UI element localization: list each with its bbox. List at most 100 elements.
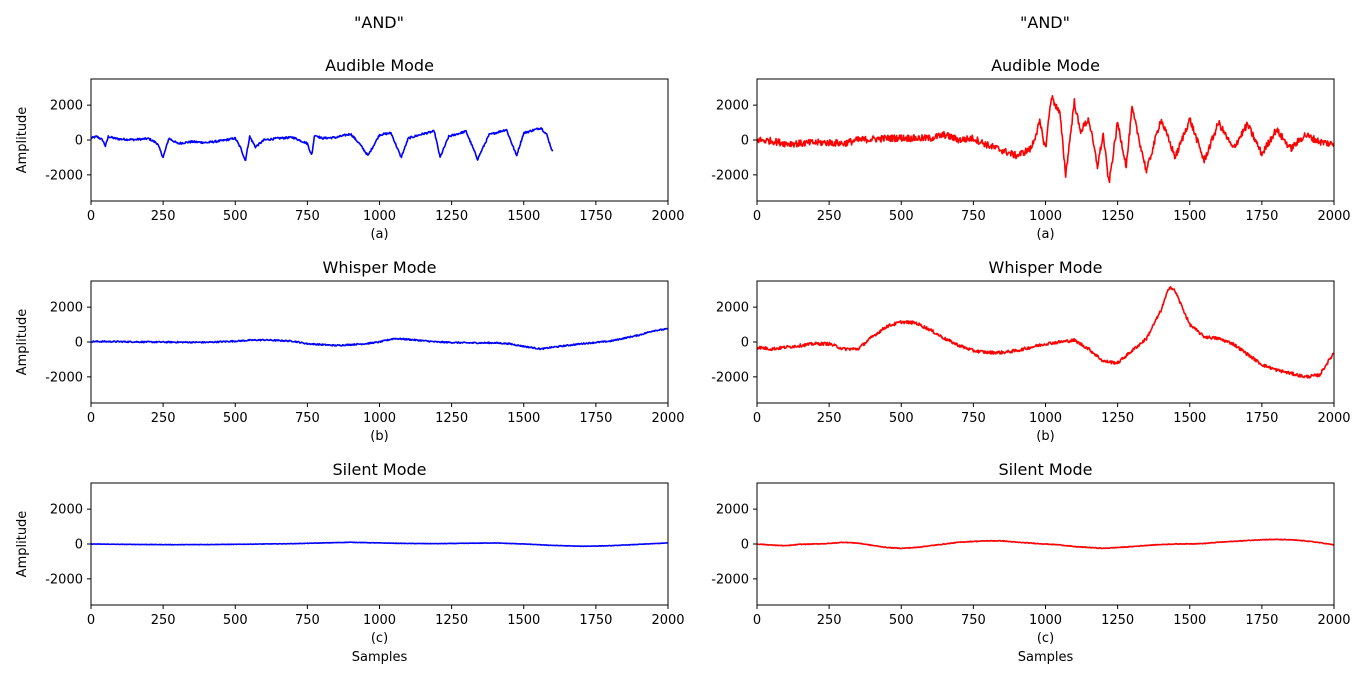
x-tick-label: 750: [295, 411, 320, 426]
x-tick-label: 1000: [1029, 209, 1062, 224]
x-tick-label: 750: [295, 209, 320, 224]
subplot-caption: (a): [1036, 227, 1054, 242]
y-tick-label: 0: [75, 538, 83, 553]
subplot-right-2: Whisper Mode 0 250 500 750 1000 1250 1500 1750 20…: [711, 258, 1350, 444]
subplot-left-1: Audible Mode 0 250 500 750 1000 1250 1500 1750 20…: [15, 56, 685, 242]
x-tick-label: 500: [889, 613, 914, 628]
x-tick-label: 250: [817, 209, 842, 224]
x-tick-label: 1000: [363, 209, 396, 224]
axes-frame: [756, 280, 1335, 404]
x-tick-label: 250: [817, 613, 842, 628]
x-tick-label: 1750: [579, 411, 612, 426]
x-tick-label: 750: [295, 613, 320, 628]
x-tick-label: 1500: [1173, 613, 1206, 628]
signal-line: [91, 327, 668, 351]
subplot-caption: (b): [1036, 429, 1054, 444]
x-tick-label: 1500: [507, 209, 540, 224]
signal-line: [91, 127, 554, 161]
x-tick-label: 750: [961, 209, 986, 224]
x-tick-label: 0: [87, 209, 95, 224]
x-tick-label: 500: [889, 209, 914, 224]
x-axis-label: Samples: [1018, 650, 1074, 665]
y-tick-label: -2000: [711, 572, 749, 587]
x-tick-label: 1000: [363, 613, 396, 628]
subplot-left-2: Whisper Mode 0 250 500 750 1000 1250 1500 1750 20…: [15, 258, 685, 444]
x-tick-label: 500: [889, 411, 914, 426]
plot-title: Whisper Mode: [323, 258, 437, 277]
axes-frame: [90, 78, 669, 202]
x-tick-label: 500: [223, 209, 248, 224]
x-tick-label: 1750: [1245, 209, 1278, 224]
column-title-right: "AND": [1020, 13, 1070, 32]
x-tick-label: 0: [753, 613, 761, 628]
signal-line: [757, 538, 1334, 550]
y-tick-label: -2000: [711, 168, 749, 183]
y-axis-label: Amplitude: [15, 309, 30, 376]
subplot-caption: (c): [1037, 631, 1054, 646]
x-tick-label: 1250: [435, 411, 468, 426]
x-tick-label: 2000: [1317, 209, 1350, 224]
y-tick-label: 2000: [716, 301, 749, 316]
x-tick-label: 1500: [507, 613, 540, 628]
y-tick-label: 0: [75, 336, 83, 351]
signal-line: [91, 541, 668, 548]
y-tick-label: -2000: [711, 370, 749, 385]
x-tick-label: 1500: [1173, 411, 1206, 426]
subplot-left-3: Silent Mode 0 250 500 750 1000 1250 1500 1750 200…: [15, 460, 685, 665]
x-axis-label: Samples: [352, 650, 408, 665]
x-tick-label: 1500: [1173, 209, 1206, 224]
x-tick-label: 1250: [435, 209, 468, 224]
subplot-caption: (a): [370, 227, 388, 242]
subplot-grid: Audible Mode 0 250 500 750 1000 1250 1500 1750 20…: [15, 56, 1351, 665]
x-tick-label: 750: [961, 613, 986, 628]
x-tick-label: 250: [151, 209, 176, 224]
column-title-left: "AND": [354, 13, 404, 32]
x-tick-label: 2000: [1317, 613, 1350, 628]
y-tick-label: 2000: [50, 99, 83, 114]
y-tick-label: -2000: [45, 572, 83, 587]
x-tick-label: 750: [961, 411, 986, 426]
x-tick-label: 500: [223, 613, 248, 628]
y-tick-label: 0: [741, 538, 749, 553]
x-tick-label: 0: [753, 411, 761, 426]
subplot-right-1: Audible Mode 0 250 500 750 1000 1250 1500 1750 20…: [711, 56, 1350, 242]
x-tick-label: 1000: [1029, 411, 1062, 426]
plot-title: Silent Mode: [999, 460, 1093, 479]
x-tick-label: 250: [151, 613, 176, 628]
x-tick-label: 1250: [1101, 411, 1134, 426]
x-tick-label: 500: [223, 411, 248, 426]
x-tick-label: 0: [753, 209, 761, 224]
x-tick-label: 1750: [579, 613, 612, 628]
y-tick-label: -2000: [45, 370, 83, 385]
subplot-right-3: Silent Mode 0 250 500 750 1000 1250 1500 1750 200…: [711, 460, 1350, 665]
y-tick-label: 0: [741, 134, 749, 149]
x-tick-label: 2000: [1317, 411, 1350, 426]
signal-line: [757, 286, 1334, 379]
subplot-caption: (b): [370, 429, 388, 444]
x-tick-label: 1250: [435, 613, 468, 628]
plot-title: Audible Mode: [991, 56, 1100, 75]
y-axis-label: Amplitude: [15, 511, 30, 578]
y-tick-label: 2000: [50, 301, 83, 316]
subplot-caption: (c): [371, 631, 388, 646]
plot-title: Silent Mode: [333, 460, 427, 479]
y-tick-label: 0: [741, 336, 749, 351]
y-tick-label: 2000: [716, 503, 749, 518]
x-tick-label: 2000: [651, 613, 684, 628]
x-tick-label: 0: [87, 411, 95, 426]
x-tick-label: 1750: [1245, 411, 1278, 426]
plot-title: Whisper Mode: [989, 258, 1103, 277]
x-tick-label: 1750: [579, 209, 612, 224]
x-tick-label: 1000: [1029, 613, 1062, 628]
x-tick-label: 250: [151, 411, 176, 426]
signal-line: [757, 95, 1334, 184]
y-tick-label: 2000: [50, 503, 83, 518]
x-tick-label: 1500: [507, 411, 540, 426]
x-tick-label: 250: [817, 411, 842, 426]
y-tick-label: 2000: [716, 99, 749, 114]
y-tick-label: -2000: [45, 168, 83, 183]
x-tick-label: 2000: [651, 411, 684, 426]
x-tick-label: 1250: [1101, 613, 1134, 628]
x-tick-label: 2000: [651, 209, 684, 224]
